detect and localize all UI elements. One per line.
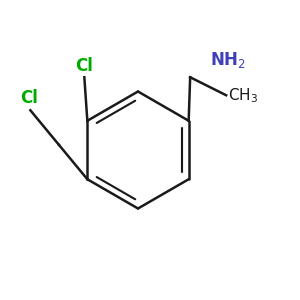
Text: NH$_2$: NH$_2$ <box>210 50 245 70</box>
Text: Cl: Cl <box>75 57 93 75</box>
Text: CH$_3$: CH$_3$ <box>228 86 258 105</box>
Text: Cl: Cl <box>20 89 38 107</box>
